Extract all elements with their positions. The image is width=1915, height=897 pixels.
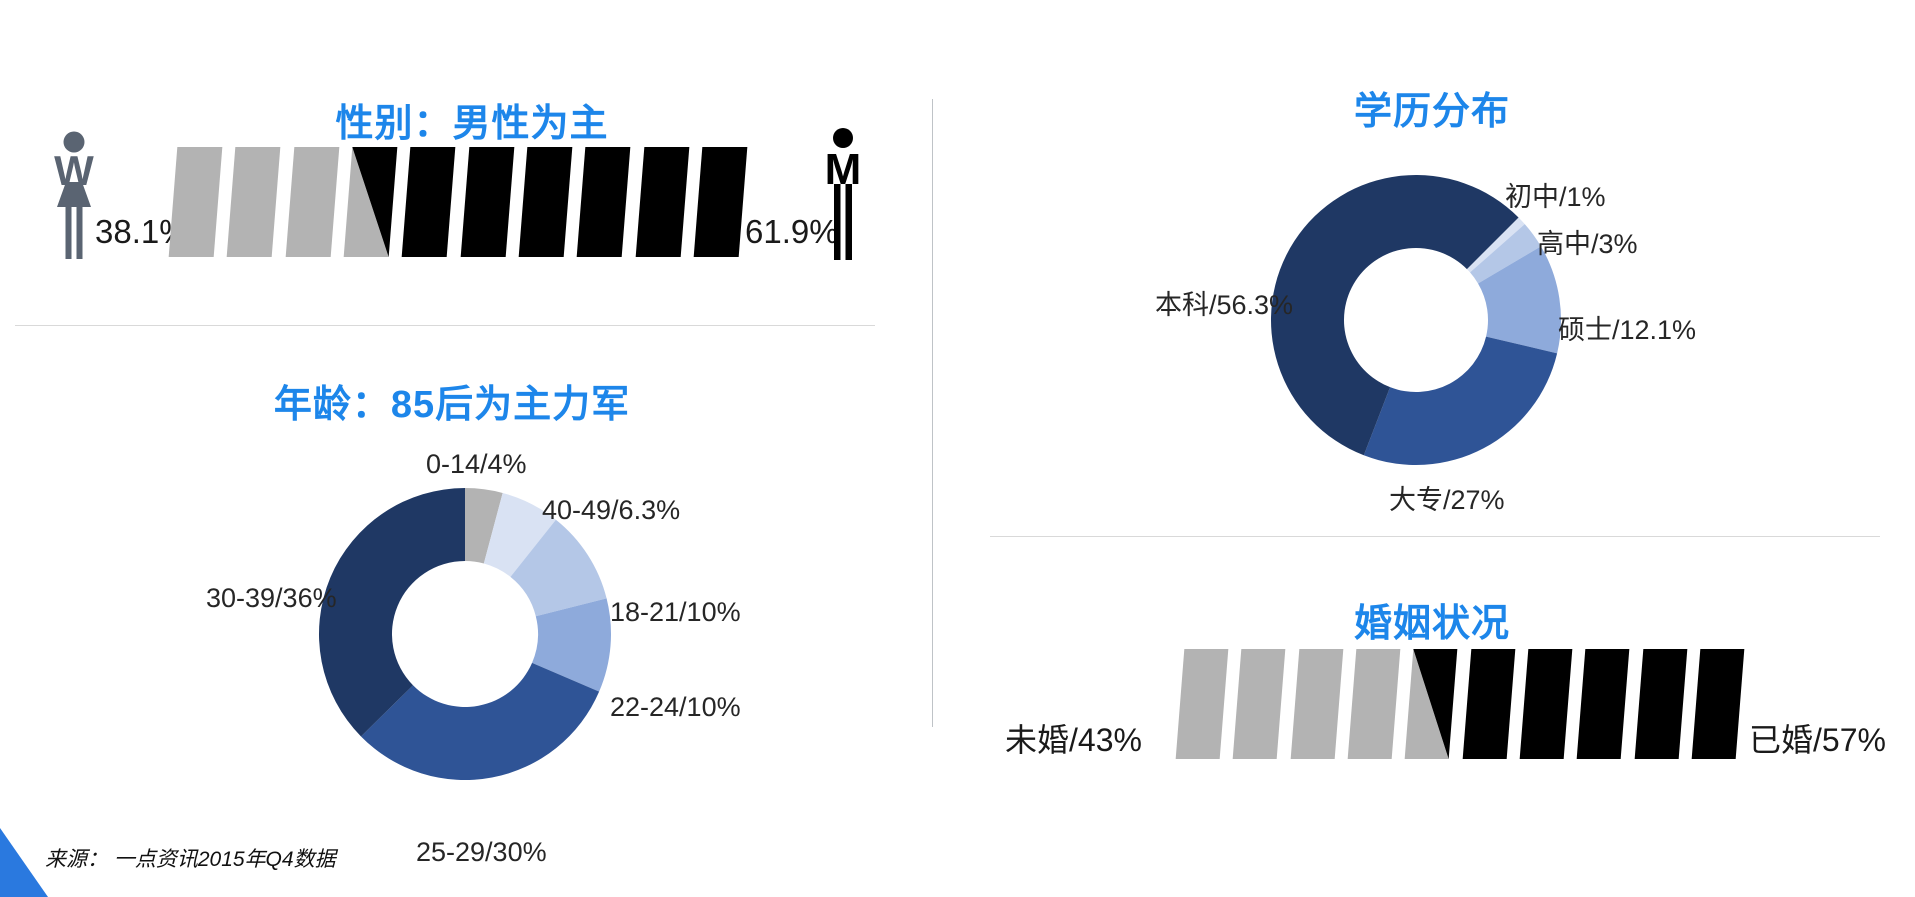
marriage-section-title: 婚姻状况 xyxy=(1353,603,1510,645)
donut-slice-硕士 xyxy=(1478,246,1562,354)
corner-triangle-decoration xyxy=(0,828,48,897)
bar-segment-black xyxy=(635,147,689,257)
bar-segment-black xyxy=(576,147,631,257)
column-divider xyxy=(932,99,933,727)
donut-slice-18-21 xyxy=(510,519,607,617)
man-icon: M xyxy=(825,128,862,260)
gender-bar-chart xyxy=(168,147,748,257)
age-label-18-21: 18-21/10% xyxy=(610,597,741,627)
edu-label-master: 硕士/12.1% xyxy=(1558,315,1697,345)
bar-segment-transition xyxy=(1404,649,1458,759)
bar-segment-black xyxy=(1691,649,1745,759)
age-label-0-14: 0-14/4% xyxy=(426,449,527,479)
bar-segment-black xyxy=(1462,649,1515,759)
bar-segment-black xyxy=(1519,649,1573,759)
bar-segment-black xyxy=(460,147,514,257)
age-label-30-39: 30-39/36% xyxy=(206,583,337,613)
donut-slice-25-29 xyxy=(361,662,600,780)
donut-slice-高中 xyxy=(1470,224,1541,284)
age-label-40-49: 40-49/6.3% xyxy=(542,495,681,525)
donut-slice-0-14 xyxy=(465,488,503,564)
source-note: 来源： 一点资讯2015年Q4数据 xyxy=(45,848,336,871)
bar-segment-gray xyxy=(1347,649,1401,759)
bar-segment-gray xyxy=(168,147,223,257)
edu-label-senior-high: 高中/3% xyxy=(1537,229,1638,259)
bar-segment-gray xyxy=(1232,649,1286,759)
left-column-divider xyxy=(15,325,875,326)
bar-segment-black xyxy=(1576,649,1630,759)
bar-segment-gray xyxy=(285,147,339,257)
donut-slice-22-24 xyxy=(532,598,611,692)
age-label-25-29: 25-29/30% xyxy=(416,837,547,867)
married-label: 已婚/57% xyxy=(1749,722,1886,758)
right-column-divider xyxy=(990,536,1880,537)
bar-segment-black xyxy=(1634,649,1687,759)
bar-segment-black xyxy=(693,147,748,257)
age-section-title: 年龄：85后为主力军 xyxy=(273,384,631,426)
edu-label-bachelor: 本科/56.3% xyxy=(1155,290,1294,320)
gender-section-title: 性别：男性为主 xyxy=(335,103,609,145)
bar-segment-transition xyxy=(343,147,398,257)
marriage-bar-chart xyxy=(1175,649,1745,759)
woman-icon: W xyxy=(54,131,94,259)
bar-segment-black xyxy=(518,147,573,257)
edu-label-college: 大专/27% xyxy=(1389,485,1505,515)
svg-text:M: M xyxy=(825,145,862,194)
education-donut-chart xyxy=(1270,174,1562,465)
donut-slice-大专 xyxy=(1363,336,1558,465)
age-donut-chart xyxy=(318,488,611,780)
donut-slice-30-39 xyxy=(318,488,465,737)
unmarried-label: 未婚/43% xyxy=(1005,722,1142,758)
bar-segment-gray xyxy=(226,147,281,257)
age-label-22-24: 22-24/10% xyxy=(610,692,741,722)
education-section-title: 学历分布 xyxy=(1353,91,1510,133)
bar-segment-black xyxy=(401,147,456,257)
male-share-value: 61.9% xyxy=(745,213,839,250)
bar-segment-gray xyxy=(1175,649,1229,759)
bar-segment-gray xyxy=(1290,649,1343,759)
edu-label-junior-high: 初中/1% xyxy=(1505,182,1606,212)
donut-slice-本科 xyxy=(1270,174,1519,456)
donut-slice-初中 xyxy=(1466,217,1525,273)
donut-slice-40-49 xyxy=(483,492,556,577)
